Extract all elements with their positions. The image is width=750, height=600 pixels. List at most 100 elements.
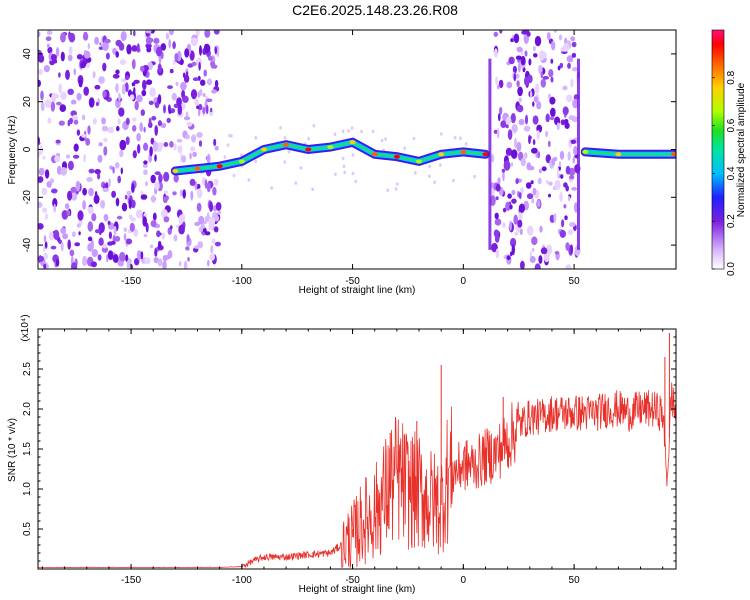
noise-blob — [196, 202, 202, 212]
noise-blob — [46, 30, 53, 36]
noise-blob — [299, 166, 303, 170]
noise-blob — [104, 38, 111, 44]
noise-blob — [115, 51, 119, 58]
noise-blob — [565, 185, 569, 192]
noise-blob — [196, 105, 200, 110]
noise-blob — [571, 67, 579, 72]
spectrogram-image — [38, 30, 676, 269]
noise-blob — [562, 106, 569, 116]
noise-blob — [135, 209, 143, 219]
noise-blob — [567, 229, 574, 236]
noise-blob — [46, 181, 52, 188]
noise-blob — [52, 198, 58, 208]
noise-blob — [175, 81, 179, 86]
noise-blob — [145, 181, 148, 187]
noise-blob — [67, 239, 71, 250]
noise-blob — [70, 186, 77, 194]
noise-blob — [212, 186, 217, 196]
noise-blob — [43, 235, 47, 243]
noise-blob — [133, 30, 136, 37]
noise-blob — [165, 32, 170, 40]
transient-streak — [577, 58, 580, 250]
noise-blob — [46, 43, 50, 48]
noise-blob — [38, 255, 45, 262]
noise-blob — [145, 36, 153, 45]
noise-blob — [55, 47, 60, 57]
noise-blob — [152, 212, 157, 221]
signal-peak — [327, 145, 334, 150]
noise-blob — [501, 168, 506, 173]
noise-blob — [183, 116, 191, 121]
noise-blob — [560, 119, 566, 126]
noise-blob — [497, 177, 501, 185]
noise-blob — [570, 139, 577, 145]
noise-blob — [55, 258, 60, 267]
snr-y-label: SNR (10 * v/v) — [7, 418, 18, 482]
noise-blob — [513, 33, 520, 44]
colorbar-label: Normalized spectral amplitude — [736, 82, 747, 217]
noise-blob — [182, 95, 189, 103]
noise-blob — [206, 212, 210, 221]
noise-blob — [116, 215, 123, 220]
noise-blob — [520, 260, 525, 269]
noise-blob — [177, 145, 183, 154]
y-tick-label: -20 — [22, 190, 33, 205]
noise-blob — [191, 61, 197, 67]
signal-peak — [172, 169, 179, 173]
noise-blob — [202, 228, 207, 233]
noise-blob — [204, 231, 211, 236]
noise-blob — [473, 174, 477, 179]
noise-blob — [548, 193, 551, 198]
noise-blob — [124, 82, 129, 93]
x-tick-label: -150 — [121, 276, 141, 287]
noise-blob — [547, 93, 552, 100]
noise-blob — [56, 101, 62, 106]
noise-blob — [148, 117, 152, 128]
noise-blob — [180, 213, 186, 222]
signal-peak — [283, 142, 290, 147]
noise-blob — [87, 206, 94, 215]
noise-blob — [38, 79, 41, 87]
noise-blob — [531, 198, 535, 204]
noise-blob — [531, 147, 538, 154]
noise-blob — [351, 153, 355, 157]
noise-blob — [49, 178, 55, 184]
noise-blob — [546, 32, 551, 41]
noise-blob — [270, 186, 273, 190]
noise-blob — [433, 180, 437, 184]
noise-blob — [567, 151, 571, 161]
noise-blob — [556, 122, 560, 131]
noise-blob — [189, 178, 196, 186]
y-tick-label: 40 — [22, 48, 33, 60]
noise-blob — [495, 248, 500, 259]
noise-blob — [88, 168, 95, 174]
noise-blob — [564, 122, 570, 129]
noise-blob — [123, 227, 127, 232]
noise-blob — [136, 94, 143, 103]
noise-blob — [232, 173, 236, 178]
colorbar-tick-label: 0.2 — [726, 214, 737, 228]
noise-blob — [68, 46, 73, 55]
noise-blob — [116, 125, 120, 132]
noise-blob — [459, 136, 462, 140]
noise-blob — [170, 225, 173, 230]
noise-blob — [58, 72, 61, 78]
noise-blob — [494, 234, 500, 243]
noise-blob — [549, 96, 556, 105]
noise-blob — [540, 71, 544, 79]
noise-blob — [90, 261, 97, 268]
noise-blob — [97, 154, 103, 163]
noise-blob — [132, 124, 137, 132]
noise-blob — [108, 178, 111, 187]
noise-blob — [394, 187, 398, 191]
noise-blob — [67, 54, 73, 62]
signal-peak — [582, 149, 589, 154]
noise-blob — [204, 30, 211, 38]
noise-blob — [183, 74, 190, 83]
noise-blob — [157, 94, 162, 105]
noise-blob — [51, 188, 58, 194]
noise-blob — [210, 107, 213, 113]
x-tick-label: 50 — [569, 575, 581, 586]
noise-blob — [115, 197, 120, 207]
y-tick-label: 0 — [22, 146, 33, 152]
